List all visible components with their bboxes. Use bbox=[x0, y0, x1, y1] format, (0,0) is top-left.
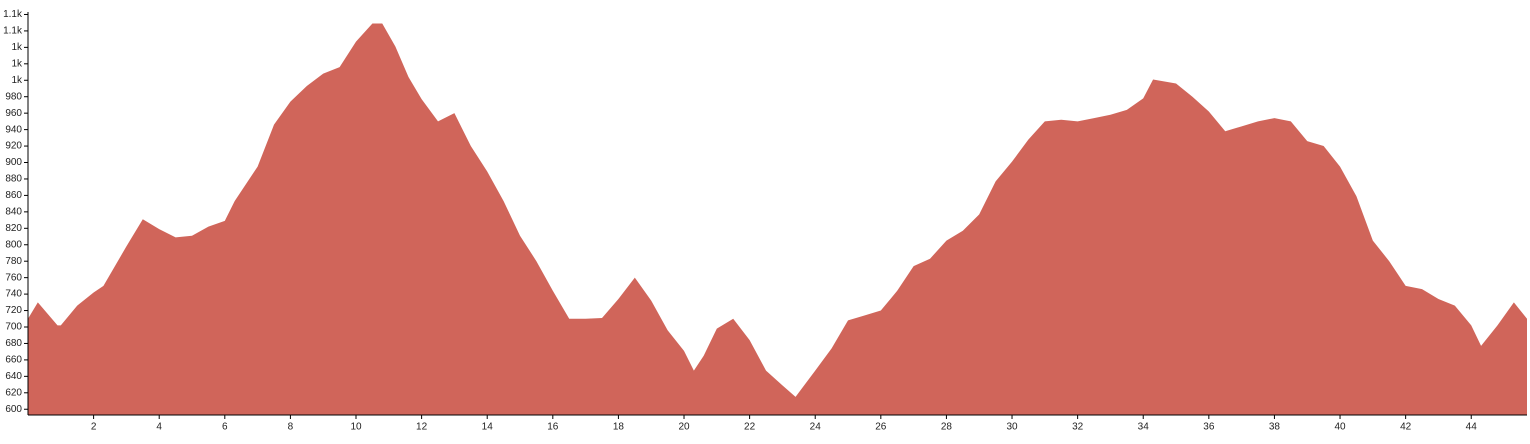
y-tick-label: 880 bbox=[5, 174, 22, 185]
elevation-area bbox=[28, 23, 1527, 416]
y-tick-label: 980 bbox=[5, 91, 22, 102]
y-tick-label: 840 bbox=[5, 206, 22, 217]
x-tick-label: 24 bbox=[810, 422, 822, 433]
x-tick-label: 22 bbox=[744, 422, 756, 433]
y-tick-label: 720 bbox=[5, 305, 22, 316]
x-tick-label: 18 bbox=[613, 422, 625, 433]
x-tick-label: 4 bbox=[156, 422, 162, 433]
y-tick-label: 900 bbox=[5, 157, 22, 168]
x-tick-label: 44 bbox=[1466, 422, 1478, 433]
y-tick-label: 1k bbox=[11, 42, 23, 53]
x-tick-label: 28 bbox=[941, 422, 953, 433]
x-tick-label: 30 bbox=[1006, 422, 1018, 433]
y-tick-label: 740 bbox=[5, 289, 22, 300]
y-tick-label: 760 bbox=[5, 272, 22, 283]
x-tick-label: 20 bbox=[678, 422, 690, 433]
y-tick-label: 600 bbox=[5, 404, 22, 415]
y-tick-label: 1k bbox=[11, 75, 23, 86]
x-tick-label: 6 bbox=[222, 422, 228, 433]
y-tick-label: 820 bbox=[5, 223, 22, 234]
x-tick-label: 16 bbox=[547, 422, 559, 433]
y-tick-label: 800 bbox=[5, 239, 22, 250]
y-tick-label: 960 bbox=[5, 108, 22, 119]
x-tick-label: 26 bbox=[875, 422, 887, 433]
x-tick-label: 34 bbox=[1138, 422, 1150, 433]
y-tick-label: 700 bbox=[5, 322, 22, 333]
y-tick-label: 640 bbox=[5, 371, 22, 382]
x-tick-label: 38 bbox=[1269, 422, 1281, 433]
x-tick-label: 42 bbox=[1400, 422, 1412, 433]
y-tick-label: 620 bbox=[5, 387, 22, 398]
y-tick-label: 860 bbox=[5, 190, 22, 201]
x-tick-label: 40 bbox=[1334, 422, 1346, 433]
y-tick-label: 940 bbox=[5, 124, 22, 135]
x-tick-label: 36 bbox=[1203, 422, 1215, 433]
x-tick-label: 8 bbox=[288, 422, 294, 433]
y-tick-label: 660 bbox=[5, 355, 22, 366]
y-tick-label: 920 bbox=[5, 141, 22, 152]
y-tick-label: 1.1k bbox=[3, 9, 23, 20]
x-tick-label: 32 bbox=[1072, 422, 1084, 433]
y-tick-label: 1.1k bbox=[3, 26, 23, 37]
x-tick-label: 2 bbox=[91, 422, 97, 433]
y-tick-label: 680 bbox=[5, 338, 22, 349]
x-tick-label: 12 bbox=[416, 422, 428, 433]
y-tick-label: 780 bbox=[5, 256, 22, 267]
x-tick-label: 10 bbox=[350, 422, 362, 433]
x-tick-label: 14 bbox=[482, 422, 494, 433]
y-tick-label: 1k bbox=[11, 58, 23, 69]
